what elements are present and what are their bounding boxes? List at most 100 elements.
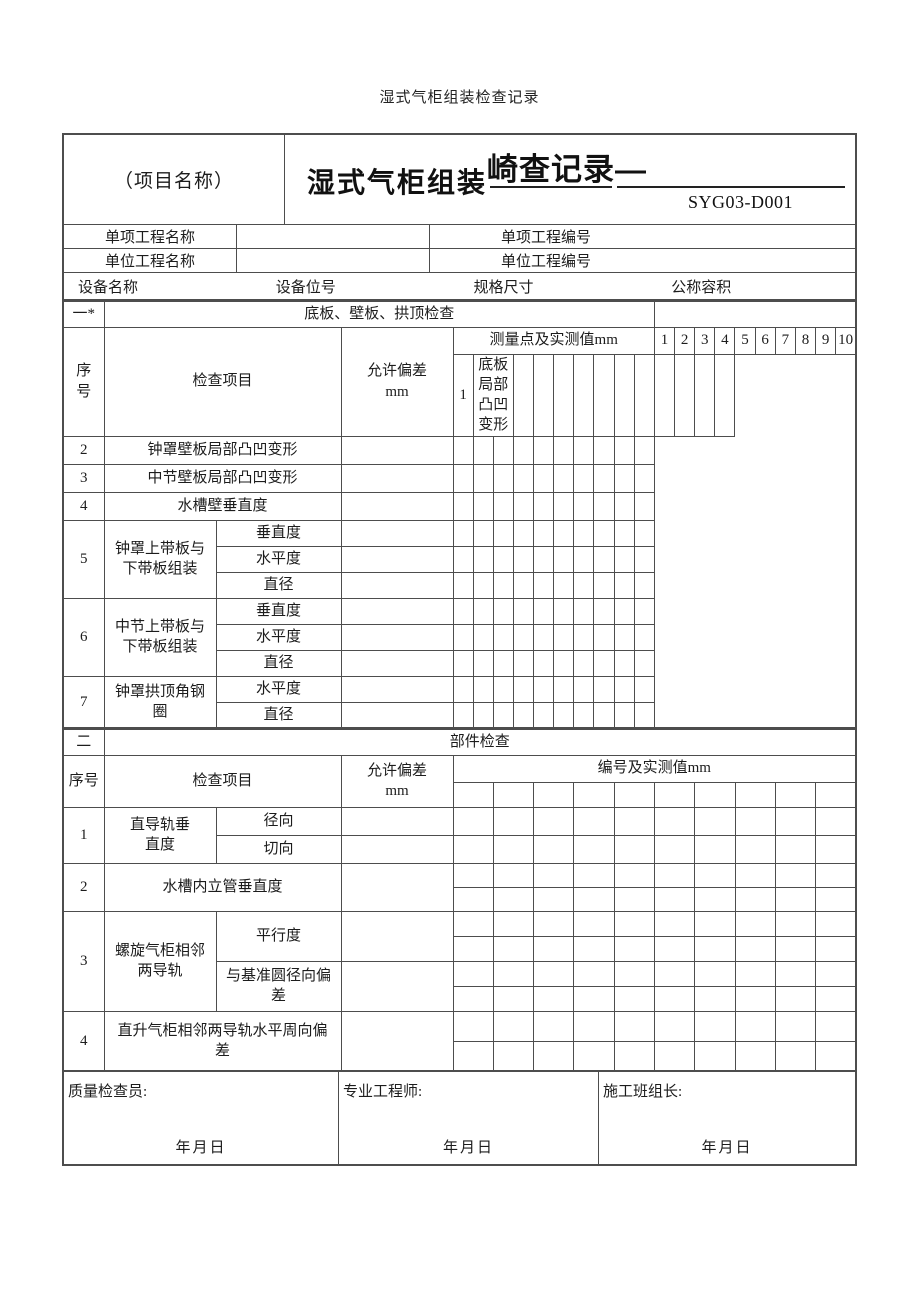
measure-cell[interactable]: [613, 985, 655, 1012]
measure-cell[interactable]: [613, 353, 635, 437]
measure-cell[interactable]: [533, 435, 555, 465]
tolerance-cell[interactable]: [340, 1010, 454, 1072]
tolerance-cell[interactable]: [340, 519, 454, 547]
measure-cell[interactable]: [774, 886, 817, 912]
measure-header-cell[interactable]: [815, 781, 857, 808]
tolerance-cell[interactable]: [340, 597, 454, 625]
measure-header-cell[interactable]: [452, 781, 494, 808]
measure-cell[interactable]: [815, 806, 857, 836]
single-project-no-value[interactable]: [662, 225, 855, 248]
measure-cell[interactable]: [452, 935, 494, 962]
measure-cell[interactable]: [512, 519, 535, 547]
tolerance-cell[interactable]: [340, 649, 454, 677]
measure-header-cell[interactable]: [734, 781, 776, 808]
measure-cell[interactable]: [553, 675, 575, 703]
measure-cell[interactable]: [533, 649, 555, 677]
tolerance-cell[interactable]: [340, 545, 454, 573]
measure-cell[interactable]: [573, 886, 615, 912]
measure-cell[interactable]: [533, 834, 575, 864]
measure-cell[interactable]: [613, 935, 655, 962]
tolerance-cell[interactable]: [340, 571, 454, 599]
measure-cell[interactable]: [533, 519, 555, 547]
measure-cell[interactable]: [573, 701, 595, 729]
measure-cell[interactable]: [452, 571, 474, 599]
measure-cell[interactable]: [452, 910, 494, 937]
measure-cell[interactable]: [613, 519, 635, 547]
measure-cell[interactable]: [815, 1040, 857, 1072]
measure-cell[interactable]: [593, 701, 615, 729]
measure-cell[interactable]: [512, 649, 535, 677]
measure-cell[interactable]: [815, 985, 857, 1012]
measure-cell[interactable]: [553, 353, 575, 437]
measure-cell[interactable]: [593, 491, 615, 521]
measure-cell[interactable]: [694, 1010, 736, 1042]
measure-cell[interactable]: [492, 1010, 535, 1042]
measure-cell[interactable]: [573, 1040, 615, 1072]
tolerance-cell[interactable]: [340, 834, 454, 864]
measure-cell[interactable]: [512, 545, 535, 573]
measure-cell[interactable]: [533, 985, 575, 1012]
measure-cell[interactable]: [653, 935, 696, 962]
measure-cell[interactable]: [694, 353, 716, 437]
measure-cell[interactable]: [492, 834, 535, 864]
measure-cell[interactable]: [553, 649, 575, 677]
tolerance-cell[interactable]: [340, 806, 454, 836]
measure-cell[interactable]: [512, 491, 535, 521]
measure-cell[interactable]: [573, 435, 595, 465]
measure-cell[interactable]: [492, 886, 535, 912]
measure-cell[interactable]: [734, 910, 776, 937]
measure-cell[interactable]: [533, 1040, 575, 1072]
measure-cell[interactable]: [512, 675, 535, 703]
measure-cell[interactable]: [613, 886, 655, 912]
tolerance-cell[interactable]: [340, 701, 454, 729]
measure-cell[interactable]: [553, 491, 575, 521]
construction-foreman-cell[interactable]: 施工班组长: 年月日: [599, 1072, 855, 1164]
measure-cell[interactable]: [633, 491, 655, 521]
measure-cell[interactable]: [734, 886, 776, 912]
measure-header-cell[interactable]: [492, 781, 535, 808]
measure-cell[interactable]: [734, 960, 776, 987]
measure-cell[interactable]: [633, 519, 655, 547]
measure-cell[interactable]: [633, 571, 655, 599]
measure-cell[interactable]: [774, 834, 817, 864]
measure-cell[interactable]: [633, 435, 655, 465]
measure-cell[interactable]: [533, 886, 575, 912]
measure-cell[interactable]: [694, 1040, 736, 1072]
measure-cell[interactable]: [472, 545, 494, 573]
measure-cell[interactable]: [512, 597, 535, 625]
measure-cell[interactable]: [774, 960, 817, 987]
measure-cell[interactable]: [573, 353, 595, 437]
measure-cell[interactable]: [452, 675, 474, 703]
measure-cell[interactable]: [613, 571, 635, 599]
measure-cell[interactable]: [593, 597, 615, 625]
measure-cell[interactable]: [573, 985, 615, 1012]
unit-project-name-value[interactable]: [237, 249, 430, 272]
measure-cell[interactable]: [613, 960, 655, 987]
measure-cell[interactable]: [452, 985, 494, 1012]
measure-cell[interactable]: [613, 834, 655, 864]
tolerance-cell[interactable]: [512, 353, 535, 437]
measure-cell[interactable]: [533, 806, 575, 836]
measure-header-cell[interactable]: [533, 781, 575, 808]
measure-cell[interactable]: [472, 675, 494, 703]
measure-cell[interactable]: [452, 649, 474, 677]
measure-cell[interactable]: [593, 519, 615, 547]
measure-cell[interactable]: [815, 935, 857, 962]
measure-header-cell[interactable]: [774, 781, 817, 808]
measure-cell[interactable]: [512, 623, 535, 651]
measure-cell[interactable]: [573, 1010, 615, 1042]
tolerance-cell[interactable]: [340, 960, 454, 1012]
measure-header-cell[interactable]: [694, 781, 736, 808]
measure-cell[interactable]: [533, 1010, 575, 1042]
measure-cell[interactable]: [452, 960, 494, 987]
measure-cell[interactable]: [694, 960, 736, 987]
measure-cell[interactable]: [734, 1010, 776, 1042]
measure-cell[interactable]: [452, 834, 494, 864]
measure-cell[interactable]: [774, 862, 817, 888]
measure-cell[interactable]: [553, 545, 575, 573]
measure-cell[interactable]: [492, 806, 535, 836]
measure-cell[interactable]: [573, 623, 595, 651]
measure-cell[interactable]: [774, 935, 817, 962]
measure-cell[interactable]: [492, 597, 514, 625]
tolerance-cell[interactable]: [340, 463, 454, 493]
